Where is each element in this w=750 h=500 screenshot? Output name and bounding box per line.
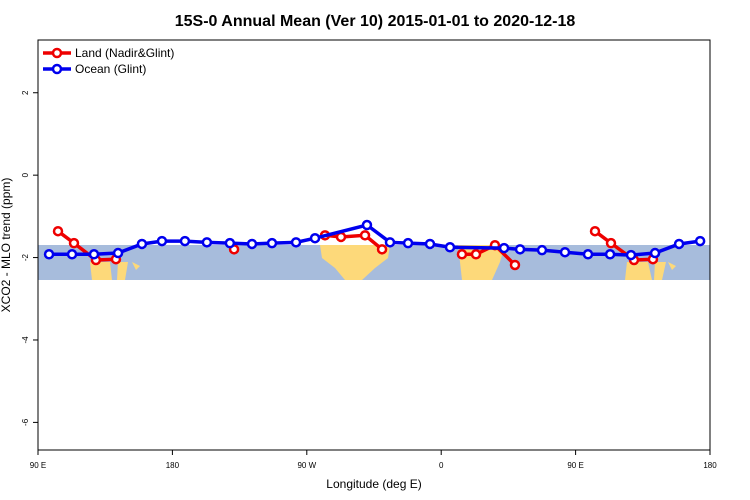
y-tick-label: 2 (21, 90, 30, 95)
point (361, 219, 373, 231)
y-tick-label: 0 (21, 172, 30, 177)
legend-marker (51, 47, 63, 59)
legend-marker (51, 63, 63, 75)
point (649, 247, 661, 259)
point (179, 235, 191, 247)
point (309, 232, 321, 244)
point (246, 238, 258, 250)
series-line (49, 223, 701, 257)
legend-label: Ocean (Glint) (75, 62, 146, 76)
point (68, 237, 80, 249)
point (559, 246, 571, 258)
point (470, 249, 482, 260)
point (444, 242, 456, 253)
point (52, 225, 64, 237)
y-tick-label: -6 (21, 418, 30, 426)
x-tick-label: 180 (166, 461, 180, 470)
point (498, 242, 510, 254)
point (424, 238, 436, 250)
point (335, 231, 347, 243)
point (509, 259, 521, 271)
point (582, 249, 594, 260)
x-tick-label: 0 (439, 461, 444, 470)
series-line (56, 229, 654, 267)
y-axis-label: XCO2 - MLO trend (ppm) (0, 178, 13, 313)
point (43, 249, 55, 260)
x-axis-label: Longitude (deg E) (326, 477, 421, 491)
legend-label: Land (Nadir&Glint) (75, 46, 174, 60)
plot-frame (37, 39, 711, 451)
point (694, 235, 706, 247)
y-tick-label: -4 (21, 336, 30, 344)
point (266, 237, 278, 249)
x-tick-label: 90 E (30, 461, 46, 470)
point (456, 249, 468, 260)
point (156, 235, 168, 247)
x-tick-label: 90 W (297, 461, 316, 470)
point (136, 238, 148, 250)
x-tick-label: 90 E (567, 461, 583, 470)
chart-title: 15S-0 Annual Mean (Ver 10) 2015-01-01 to… (175, 13, 576, 30)
point (514, 244, 526, 255)
point (376, 244, 388, 255)
point (604, 249, 616, 260)
point (224, 237, 236, 249)
point (112, 247, 124, 259)
point (359, 230, 371, 241)
point (290, 237, 302, 248)
y-tick-label: -2 (21, 253, 30, 261)
point (673, 238, 685, 250)
point (384, 237, 396, 248)
point (605, 237, 617, 249)
point (589, 225, 601, 237)
point (536, 244, 548, 256)
x-tick-label: 180 (703, 461, 717, 470)
point (402, 237, 414, 249)
point (625, 249, 637, 261)
point (88, 249, 100, 260)
point (66, 249, 78, 260)
point (201, 237, 213, 248)
